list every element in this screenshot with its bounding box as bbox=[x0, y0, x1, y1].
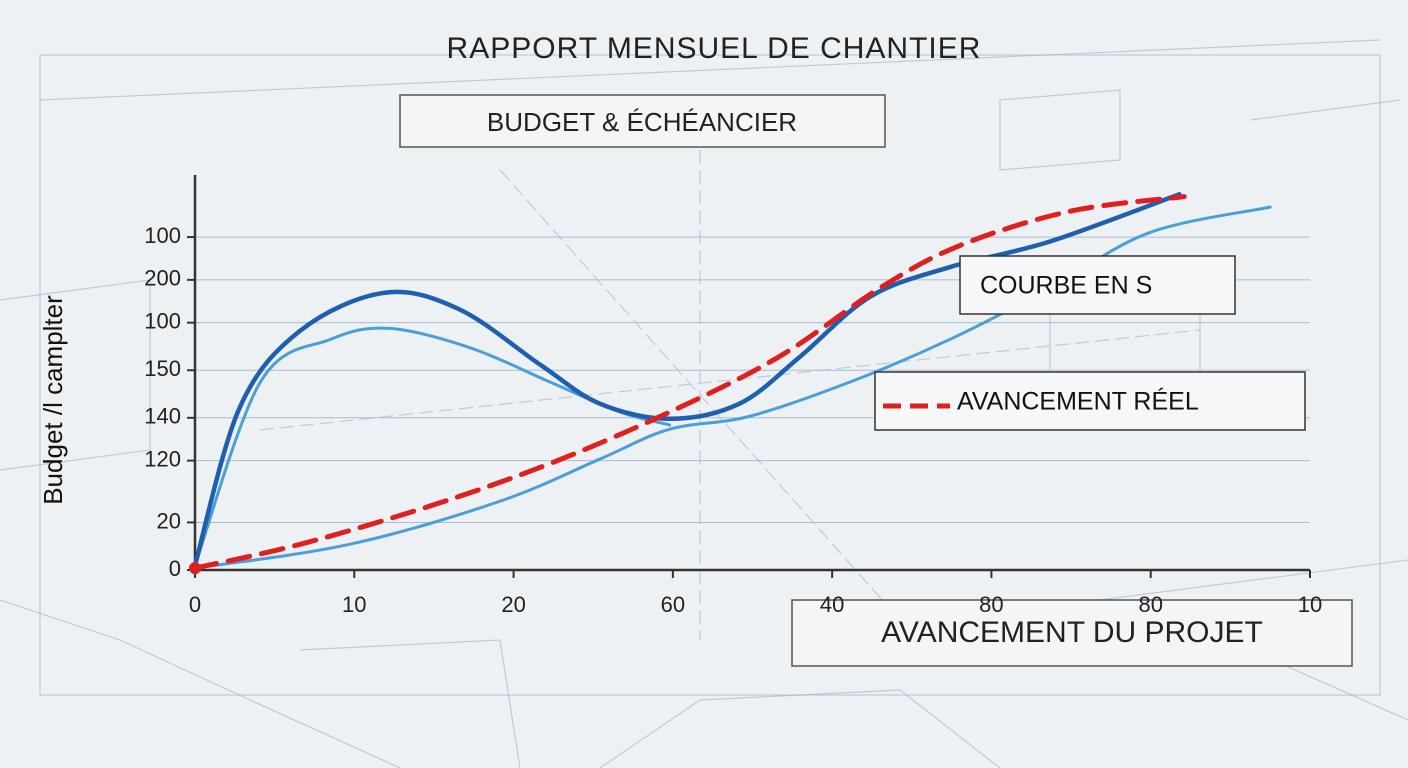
legend-label: COURBE EN S bbox=[980, 272, 1152, 300]
y-tick-label: 100 bbox=[144, 223, 181, 248]
y-axis-label: Budget /l camplter bbox=[38, 295, 68, 505]
y-tick-label: 100 bbox=[144, 308, 181, 333]
chart-title: RAPPORT MENSUEL DE CHANTIER bbox=[447, 32, 982, 65]
series-line bbox=[192, 194, 1187, 571]
legend-label: AVANCEMENT RÉEL bbox=[957, 387, 1199, 416]
x-axis-label-box bbox=[791, 599, 1353, 667]
y-tick-label: 150 bbox=[144, 356, 181, 381]
blueprint-background bbox=[0, 39, 1408, 768]
series-start-point bbox=[189, 562, 201, 575]
y-tick-label: 0 bbox=[169, 556, 181, 581]
x-tick-label: 40 bbox=[820, 592, 844, 617]
legend-box bbox=[959, 255, 1236, 315]
series-line bbox=[192, 192, 1182, 568]
x-axis-label: AVANCEMENT DU PROJET bbox=[881, 616, 1263, 649]
y-tick-label: 200 bbox=[144, 266, 181, 291]
chart-subtitle: BUDGET & ÉCHÉANCIER bbox=[487, 107, 797, 137]
legend-box bbox=[874, 371, 1306, 431]
x-tick-label: 20 bbox=[501, 592, 525, 617]
x-tick-label: 80 bbox=[979, 592, 1003, 617]
x-tick-label: 10 bbox=[342, 592, 366, 617]
subtitle-box bbox=[399, 94, 886, 148]
y-tick-label: 140 bbox=[144, 404, 181, 429]
x-tick-label: 60 bbox=[661, 592, 685, 617]
legend-item: AVANCEMENT RÉEL bbox=[874, 371, 1306, 431]
y-tick-label: 120 bbox=[144, 446, 181, 471]
x-tick-label: 10 bbox=[1298, 592, 1322, 617]
x-tick-label: 0 bbox=[189, 592, 201, 617]
x-tick-label: 80 bbox=[1138, 592, 1162, 617]
legend-item: COURBE EN S bbox=[959, 255, 1236, 315]
y-tick-label: 20 bbox=[157, 508, 181, 533]
